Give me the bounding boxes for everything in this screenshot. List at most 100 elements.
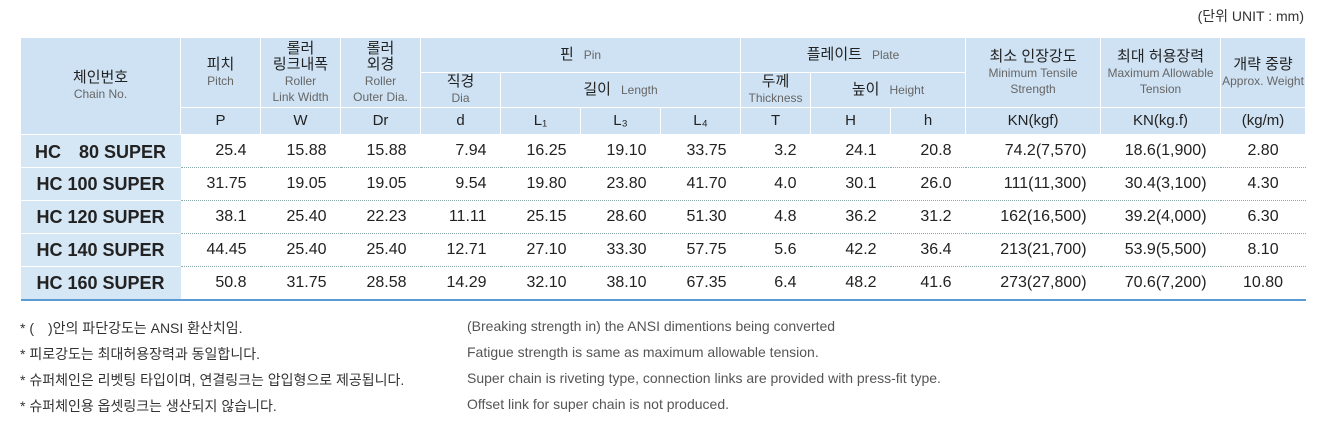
cell: 48.2	[810, 266, 891, 301]
header-symbol: L₁	[500, 107, 581, 135]
header-cell: 높이 Height	[810, 72, 967, 108]
cell: 51.30	[660, 200, 741, 234]
cell: 19.05	[340, 167, 421, 201]
header-en: Pin	[583, 48, 602, 62]
cell: 36.2	[810, 200, 891, 234]
header-ko: 최대 허용장력	[1117, 47, 1205, 65]
header-symbol: L₄	[659, 107, 742, 135]
cell: 57.75	[660, 233, 741, 267]
header-cell: 체인번호 Chain No.	[20, 37, 181, 135]
cell: 7.94	[420, 134, 501, 168]
cell: 31.2	[890, 200, 966, 234]
cell: 41.70	[660, 167, 741, 201]
header-cell: 최대 허용장력 Maximum Allowable Tension	[1100, 37, 1222, 108]
cell: 38.10	[580, 266, 661, 301]
header-ko: 체인번호	[72, 69, 129, 86]
cell: 6.30	[1220, 200, 1306, 234]
header-cell: 직경 Dia	[420, 72, 501, 108]
header-ko: 최소 인장강도	[989, 47, 1077, 65]
cell: 15.88	[260, 134, 341, 168]
note-ko: * 슈퍼체인용 옵셋링크는 생산되지 않습니다.	[20, 398, 277, 414]
cell: 39.2(4,000)	[1100, 200, 1221, 234]
table-body: HC 80 SUPER 25.4 15.88 15.88 7.94 16.25 19.10 3…	[20, 134, 1306, 301]
cell: 3.2	[740, 134, 811, 168]
cell: 41.6	[890, 266, 966, 301]
cell: 42.2	[810, 233, 891, 267]
chain-name: HC 80 SUPER	[20, 134, 181, 168]
cell: 213(21,700)	[965, 233, 1101, 267]
cell: 53.9(5,500)	[1100, 233, 1221, 267]
cell: 36.4	[890, 233, 966, 267]
header-en: Outer Dia.	[353, 89, 408, 104]
note-ko: * 피로강도는 최대허용장력과 동일합니다.	[20, 346, 260, 362]
header-ko: 높이	[851, 81, 880, 98]
header-symbol: W	[260, 107, 341, 135]
cell: 20.8	[890, 134, 966, 168]
cell: 9.54	[420, 167, 501, 201]
header-ko: 직경	[446, 73, 475, 90]
cell: 15.88	[340, 134, 421, 168]
cell: 28.60	[580, 200, 661, 234]
cell: 44.45	[180, 233, 261, 267]
header-ko: 링크내폭	[272, 55, 329, 73]
chain-name: HC 160 SUPER	[20, 266, 181, 301]
cell: 38.1	[180, 200, 261, 234]
header-cell: 개략 중량 Approx. Weight	[1220, 37, 1307, 108]
cell: 25.40	[340, 233, 421, 267]
note-ko: * 슈퍼체인은 리벳팅 타입이며, 연결링크는 압입형으로 제공됩니다.	[20, 372, 405, 388]
header-ko: 롤러	[286, 39, 315, 57]
header-en: Pitch	[207, 73, 234, 88]
header-ko: 길이	[583, 81, 611, 98]
cell: 11.11	[420, 200, 501, 234]
chain-name: HC 140 SUPER	[20, 233, 181, 267]
cell: 25.40	[260, 200, 341, 234]
header-en: Chain No.	[73, 87, 128, 101]
cell: 30.4(3,100)	[1100, 167, 1221, 201]
note-en: Fatigue strength is same as maximum allo…	[467, 344, 819, 360]
cell: 162(16,500)	[965, 200, 1101, 234]
cell: 31.75	[180, 167, 261, 201]
header-symbol: L₃	[580, 107, 661, 135]
cell: 32.10	[500, 266, 581, 301]
note-ko: * ( )안의 파단강도는 ANSI 환산치임.	[20, 320, 243, 336]
cell: 12.71	[420, 233, 501, 267]
header-cell: 핀 Pin	[419, 37, 742, 73]
header-en: Minimum Tensile	[988, 65, 1078, 80]
header-en: Height	[889, 83, 925, 97]
header-symbol: P	[180, 107, 261, 135]
cell: 4.8	[740, 200, 811, 234]
cell: 6.4	[740, 266, 811, 301]
header-ko: 두께	[761, 73, 790, 90]
cell: 28.58	[340, 266, 421, 301]
cell: 19.80	[500, 167, 581, 201]
header-en: Plate	[871, 48, 900, 62]
cell: 2.80	[1220, 134, 1306, 168]
header-symbol: (kg/m)	[1220, 107, 1307, 135]
header-en: Dia	[451, 91, 470, 105]
header-en: Roller	[284, 73, 317, 88]
cell: 10.80	[1220, 266, 1306, 301]
header-en: Length	[620, 83, 658, 97]
cell: 22.23	[340, 200, 421, 234]
cell: 26.0	[890, 167, 966, 201]
header-symbol: Dr	[340, 107, 421, 135]
cell: 19.10	[580, 134, 661, 168]
cell: 8.10	[1220, 233, 1306, 267]
header-cell: 길이 Length	[499, 72, 742, 108]
cell: 111(11,300)	[965, 167, 1101, 201]
cell: 31.75	[260, 266, 341, 301]
table-row: HC 120 SUPER 38.1 25.40 22.23 11.11 25.15 28.6…	[20, 200, 1306, 234]
header-en: Strength	[1010, 81, 1056, 96]
cell: 4.30	[1220, 167, 1306, 201]
cell: 25.4	[180, 134, 261, 168]
header-cell: 롤러 링크내폭 Roller Link Width	[260, 37, 341, 108]
cell: 273(27,800)	[965, 266, 1101, 301]
cell: 25.40	[260, 233, 341, 267]
table-row: HC 100 SUPER 31.75 19.05 19.05 9.54 19.80 23.8…	[20, 167, 1306, 201]
header-ko: 개략 중량	[1233, 55, 1293, 73]
header-symbol: T	[740, 107, 812, 135]
cell: 70.6(7,200)	[1100, 266, 1221, 301]
cell: 5.6	[740, 233, 811, 267]
header-en: Maximum Allowable	[1107, 65, 1214, 80]
